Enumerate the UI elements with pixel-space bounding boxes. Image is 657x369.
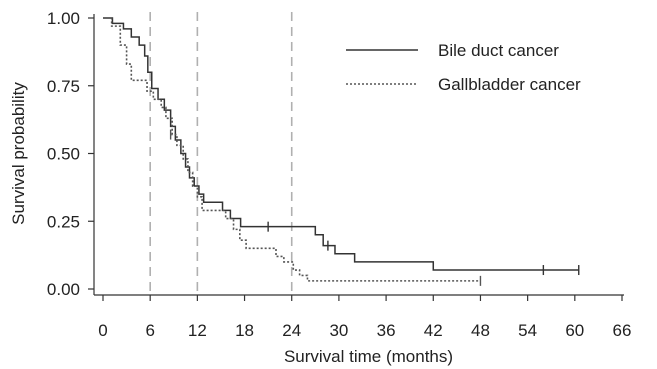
y-tick-label: 1.00	[47, 9, 80, 28]
y-tick-label: 0.25	[47, 212, 80, 231]
x-tick-label: 0	[98, 321, 107, 340]
x-tick-label: 54	[518, 321, 537, 340]
legend-label-gallbladder: Gallbladder cancer	[438, 75, 581, 94]
series-layer	[103, 17, 580, 286]
x-tick-label: 42	[424, 321, 443, 340]
x-tick-label: 6	[145, 321, 154, 340]
y-tick-label: 0.50	[47, 145, 80, 164]
reference-lines	[149, 12, 293, 295]
x-tick-label: 60	[565, 321, 584, 340]
y-tick-label: 0.00	[47, 280, 80, 299]
x-tick-label: 30	[329, 321, 348, 340]
axes	[93, 14, 624, 296]
x-axis-title: Survival time (months)	[284, 347, 453, 366]
legend: Bile duct cancer Gallbladder cancer	[346, 41, 581, 94]
series-line-gallbladder	[103, 17, 481, 282]
x-tick-label: 24	[282, 321, 301, 340]
y-axis-title: Survival probability	[9, 82, 28, 225]
x-ticks: 0 6 12 18 24 30 36 42 48 54 60 66	[98, 295, 631, 340]
series-line-bile-duct	[103, 17, 579, 271]
y-ticks: 0.00 0.25 0.50 0.75 1.00	[47, 9, 94, 299]
x-tick-label: 12	[188, 321, 207, 340]
legend-label-bile-duct: Bile duct cancer	[438, 41, 559, 60]
x-tick-label: 36	[377, 321, 396, 340]
x-tick-label: 18	[235, 321, 254, 340]
y-tick-label: 0.75	[47, 77, 80, 96]
x-tick-label: 66	[613, 321, 632, 340]
x-tick-label: 48	[471, 321, 490, 340]
